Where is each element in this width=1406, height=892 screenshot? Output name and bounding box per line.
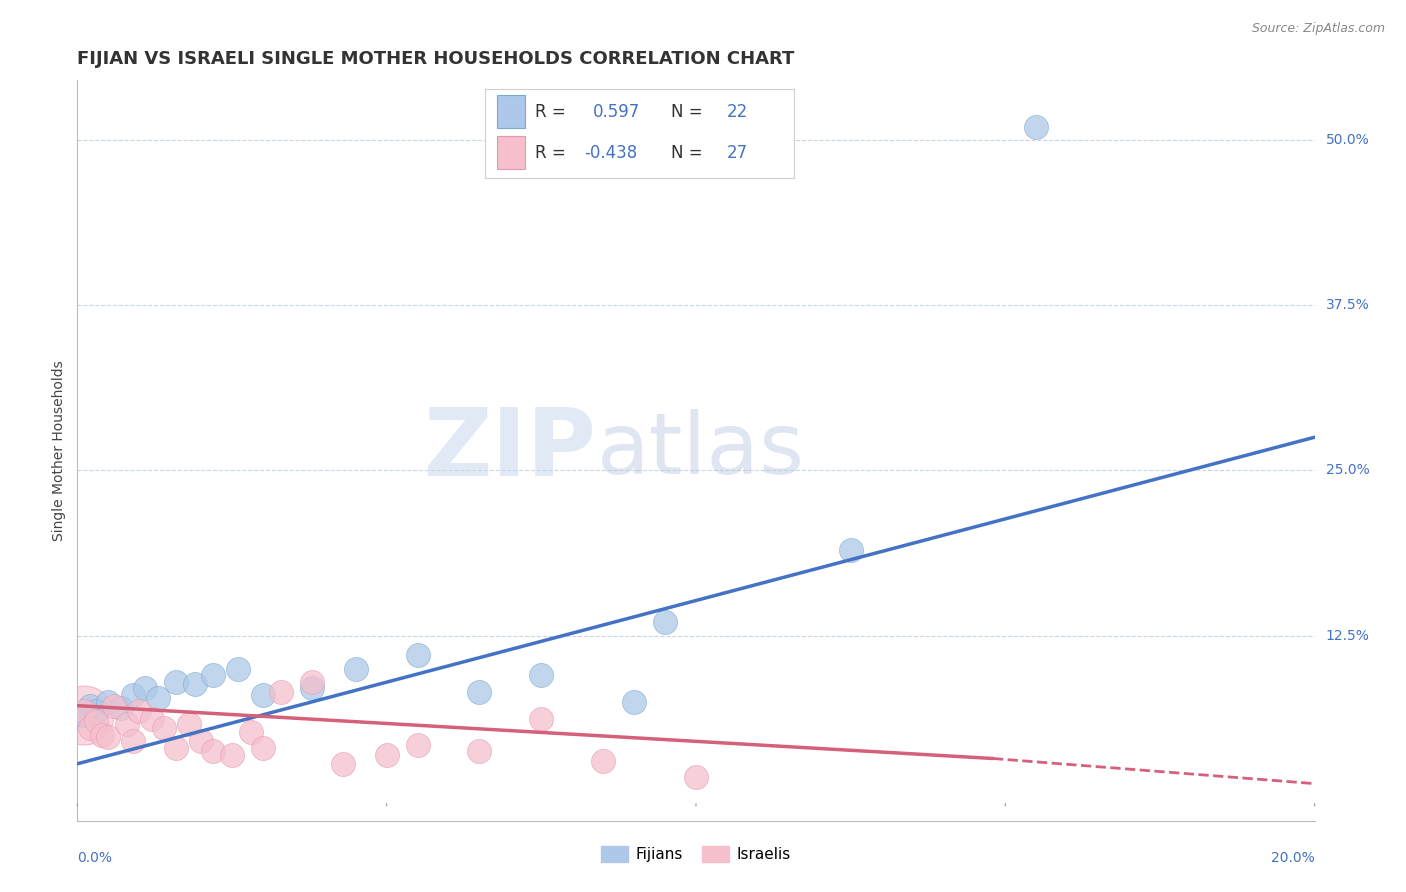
Point bbox=[72, 707, 94, 722]
Point bbox=[221, 747, 243, 762]
Text: 0.0%: 0.0% bbox=[77, 851, 112, 865]
Point bbox=[72, 707, 94, 722]
Point bbox=[344, 662, 367, 676]
Text: 25.0%: 25.0% bbox=[1326, 463, 1369, 477]
Point bbox=[239, 725, 262, 739]
Point bbox=[202, 743, 225, 757]
Text: ZIP: ZIP bbox=[425, 404, 598, 497]
Point bbox=[141, 712, 163, 726]
Point bbox=[153, 721, 176, 735]
Y-axis label: Single Mother Households: Single Mother Households bbox=[52, 360, 66, 541]
Point bbox=[72, 704, 94, 718]
Text: R =: R = bbox=[534, 103, 565, 121]
Text: N =: N = bbox=[671, 145, 707, 162]
Text: Source: ZipAtlas.com: Source: ZipAtlas.com bbox=[1251, 22, 1385, 36]
Text: 0.597: 0.597 bbox=[593, 103, 641, 121]
Point bbox=[468, 685, 491, 699]
Point bbox=[184, 677, 207, 691]
Point bbox=[97, 695, 120, 709]
Text: 50.0%: 50.0% bbox=[1326, 133, 1369, 147]
Point bbox=[252, 688, 274, 702]
Point bbox=[103, 698, 125, 713]
Point bbox=[530, 668, 553, 682]
Point bbox=[332, 756, 354, 771]
Point bbox=[134, 681, 156, 696]
Point bbox=[146, 690, 169, 705]
Point bbox=[79, 721, 101, 735]
Point bbox=[623, 695, 645, 709]
Point bbox=[654, 615, 676, 630]
Text: atlas: atlas bbox=[598, 409, 806, 492]
Point bbox=[375, 747, 398, 762]
FancyBboxPatch shape bbox=[498, 136, 526, 169]
Text: 20.0%: 20.0% bbox=[1271, 851, 1315, 865]
Text: 27: 27 bbox=[727, 145, 748, 162]
Point bbox=[1025, 120, 1047, 134]
Text: 37.5%: 37.5% bbox=[1326, 298, 1369, 312]
Point bbox=[177, 717, 200, 731]
Point bbox=[202, 668, 225, 682]
Point bbox=[110, 701, 132, 715]
Point bbox=[301, 674, 323, 689]
FancyBboxPatch shape bbox=[498, 95, 526, 128]
Text: R =: R = bbox=[534, 145, 565, 162]
Point bbox=[97, 731, 120, 745]
Point bbox=[79, 698, 101, 713]
Point bbox=[190, 734, 212, 748]
Point bbox=[406, 648, 429, 663]
Point bbox=[839, 542, 862, 557]
Point bbox=[685, 770, 707, 784]
Point bbox=[252, 740, 274, 755]
Point bbox=[84, 714, 107, 729]
Point bbox=[115, 717, 138, 731]
Text: FIJIAN VS ISRAELI SINGLE MOTHER HOUSEHOLDS CORRELATION CHART: FIJIAN VS ISRAELI SINGLE MOTHER HOUSEHOL… bbox=[77, 50, 794, 68]
Point bbox=[468, 743, 491, 757]
Point bbox=[91, 728, 114, 742]
Point bbox=[122, 734, 145, 748]
Point bbox=[122, 688, 145, 702]
Text: 12.5%: 12.5% bbox=[1326, 629, 1369, 642]
Point bbox=[84, 704, 107, 718]
Point bbox=[128, 704, 150, 718]
Point bbox=[226, 662, 249, 676]
Text: 22: 22 bbox=[727, 103, 748, 121]
Point bbox=[301, 681, 323, 696]
Text: N =: N = bbox=[671, 103, 707, 121]
Point bbox=[270, 685, 292, 699]
Point bbox=[530, 712, 553, 726]
Text: -0.438: -0.438 bbox=[583, 145, 637, 162]
Point bbox=[165, 674, 187, 689]
Point bbox=[592, 754, 614, 768]
Legend: Fijians, Israelis: Fijians, Israelis bbox=[595, 840, 797, 869]
Point bbox=[165, 740, 187, 755]
Point bbox=[406, 739, 429, 753]
